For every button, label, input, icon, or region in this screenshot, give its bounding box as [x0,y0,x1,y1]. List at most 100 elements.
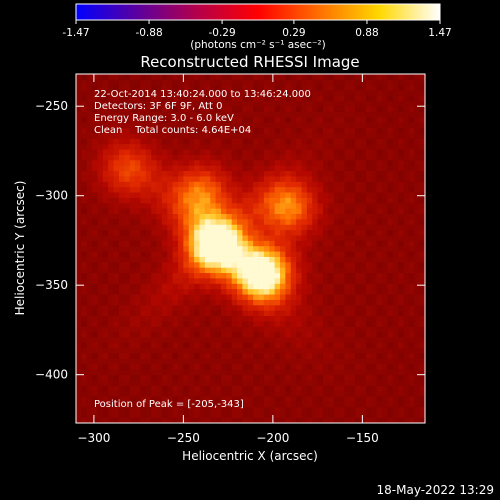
heatmap-cell [280,213,286,220]
heatmap-cell [408,272,415,279]
heatmap-cell [86,406,93,413]
heatmap-cell [140,181,147,188]
heatmap-cell [414,288,421,295]
heatmap-cell [263,320,270,327]
x-tick-label: −150 [346,431,379,445]
heatmap-cell [145,363,152,370]
heatmap-cell [102,417,109,423]
heatmap-cell [382,251,388,257]
heatmap-cell [253,143,259,150]
heatmap-cell [215,396,222,402]
heatmap-cell [419,176,425,182]
heatmap-cell [226,363,233,370]
heatmap-cell [199,299,206,306]
heatmap-cell [301,181,308,188]
heatmap-cell [76,417,82,423]
heatmap-cell [312,294,319,300]
heatmap-cell [387,116,394,123]
heatmap-cell [296,122,302,129]
heatmap-cell [306,320,313,327]
heatmap-cell [333,272,340,279]
heatmap-cell [306,272,313,279]
heatmap-cell [365,272,372,279]
heatmap-cell [161,245,168,252]
heatmap-cell [108,380,114,386]
heatmap-cell [269,79,276,86]
heatmap-cell [296,261,302,268]
heatmap-cell [263,106,270,112]
heatmap-cell [140,256,147,263]
heatmap-cell [161,310,168,317]
heatmap-cell [296,417,302,423]
heatmap-cell [296,294,302,300]
heatmap-cell [263,412,270,419]
heatmap-cell [339,401,345,408]
heatmap-cell [102,331,109,338]
heatmap-cell [322,337,329,343]
heatmap-cell [210,133,216,139]
heatmap-cell [194,363,200,370]
heatmap-cell [220,116,227,123]
heatmap-cell [151,159,157,166]
heatmap-cell [129,202,136,209]
heatmap-cell [392,154,399,161]
heatmap-cell [86,229,93,236]
heatmap-cell [231,245,238,252]
heatmap-cell [199,170,206,177]
heatmap-cell [156,320,163,327]
heatmap-cell [392,267,399,274]
heatmap-cell [419,251,425,257]
heatmap-cell [349,417,356,423]
heatmap-cell [339,374,345,381]
heatmap-cell [194,192,200,198]
heatmap-cell [194,374,200,381]
heatmap-cell [414,224,421,231]
heatmap-cell [306,347,313,354]
heatmap-cell [414,310,421,317]
heatmap-cell [355,218,361,225]
heatmap-cell [317,122,324,129]
heatmap-cell [312,170,319,177]
heatmap-cell [129,299,136,306]
heatmap-cell [328,192,335,198]
heatmap-cell [135,390,141,397]
heatmap-cell [76,122,82,129]
heatmap-cell [199,261,206,268]
heatmap-cell [387,165,394,172]
heatmap-cell [392,315,399,322]
heatmap-cell [360,283,367,290]
heatmap-cell [118,278,125,284]
heatmap-cell [349,176,356,182]
heatmap-cell [355,294,361,300]
heatmap-cell [226,406,233,413]
heatmap-cell [296,363,302,370]
heatmap-cell [81,342,88,349]
heatmap-cell [129,138,136,145]
heatmap-cell [76,261,82,268]
heatmap-cell [145,256,152,263]
heatmap-cell [296,170,302,177]
heatmap-cell [118,369,125,376]
heatmap-cell [269,342,276,349]
heatmap-cell [118,261,125,268]
heatmap-cell [135,401,141,408]
heatmap-cell [231,278,238,284]
heatmap-cell [376,347,383,354]
heatmap-cell [242,90,249,96]
heatmap-cell [328,90,335,96]
heatmap-cell [301,396,308,402]
heatmap-cell [161,122,168,129]
heatmap-cell [237,181,243,188]
heatmap-cell [86,197,93,204]
heatmap-cell [301,133,308,139]
heatmap-cell [220,369,227,376]
heatmap-cell [403,401,410,408]
heatmap-cell [108,256,114,263]
heatmap-cell [344,202,351,209]
heatmap-cell [285,181,292,188]
heatmap-cell [140,331,147,338]
heatmap-cell [414,202,421,209]
heatmap-cell [333,165,340,172]
heatmap-cell [76,396,82,402]
